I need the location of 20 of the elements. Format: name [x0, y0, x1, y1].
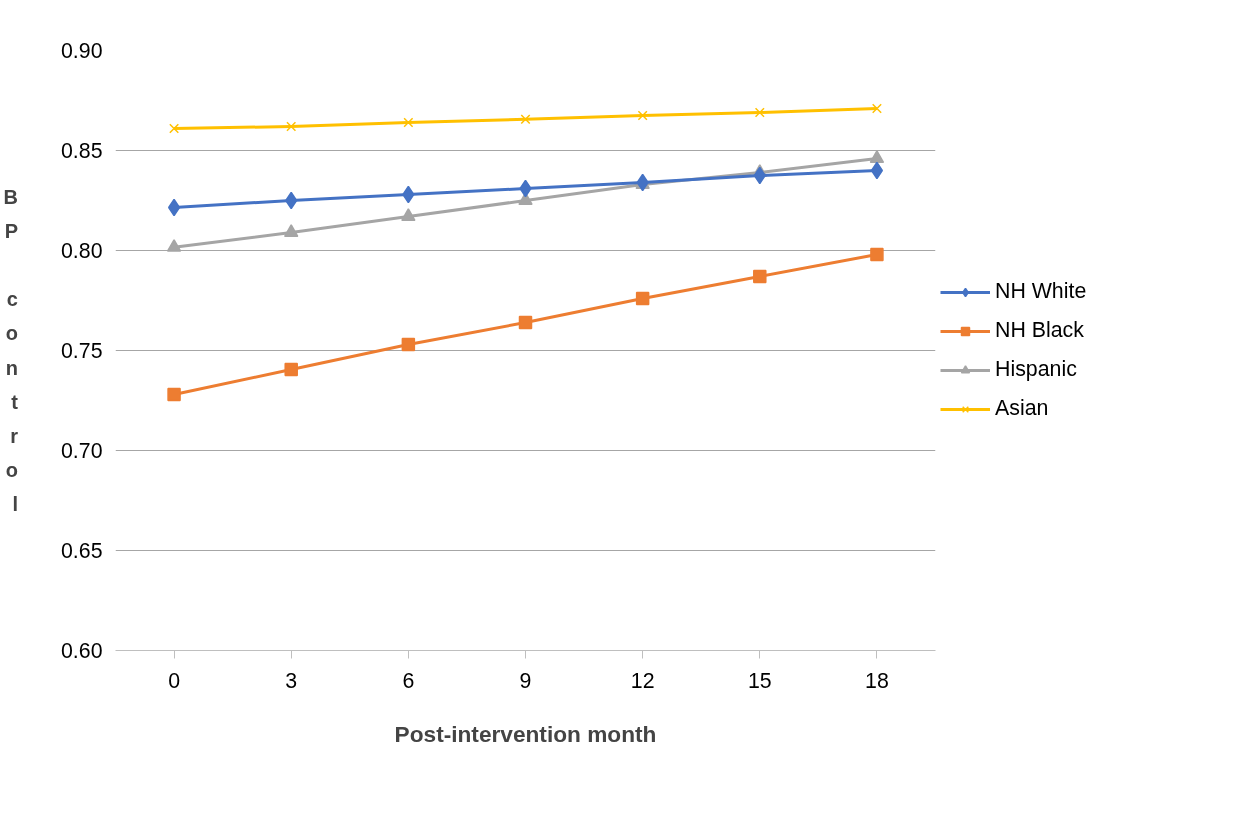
legend-label: NH White: [995, 279, 1087, 304]
legend-label: Asian: [995, 396, 1049, 421]
x-tick-label: 18: [865, 668, 889, 693]
x-tick-label: 15: [747, 668, 772, 693]
y-tick-label: 0.75: [60, 339, 103, 363]
legend-label: NH Black: [995, 318, 1084, 343]
y-tick-label: 0.85: [60, 139, 103, 163]
x-axis-title: Post-intervention month: [394, 720, 657, 747]
x-tick-label: 3: [285, 668, 298, 693]
y-tick-label: 0.80: [60, 239, 103, 263]
x-tick-label: 0: [168, 668, 181, 693]
x-tick-label: 6: [402, 668, 415, 693]
x-tick-label: 9: [519, 668, 532, 693]
legend-label: Hispanic: [995, 357, 1077, 382]
y-tick-label: 0.70: [60, 439, 103, 463]
y-tick-label: 0.65: [60, 539, 103, 563]
text: BP control: [3, 186, 18, 515]
y-tick-label: 0.90: [60, 39, 103, 63]
y-tick-label: 0.60: [60, 639, 103, 663]
x-tick-label: 12: [630, 668, 655, 693]
